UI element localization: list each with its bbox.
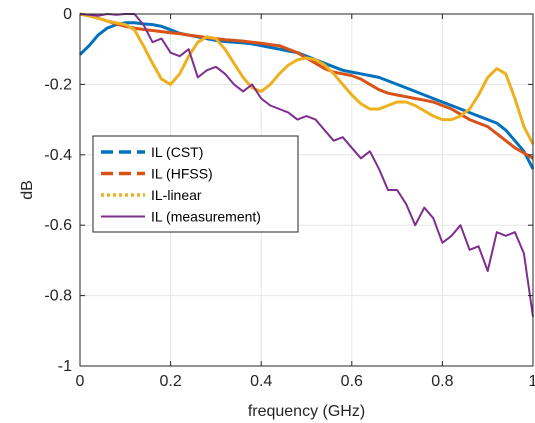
x-tick-label: 0.4 [250,373,272,390]
x-tick-label: 0.6 [341,373,363,390]
series-layer [78,12,535,317]
tick-labels: 0 0.2 0.4 0.6 0.8 1 0 -0.2 -0.4 -0.6 -0.8 -1 [44,6,535,390]
series-line-3 [79,13,534,317]
y-tick-label: -0.2 [44,76,72,93]
axes-box [79,13,534,367]
legend: IL (CST) IL (HFSS) IL-linear IL (measuremen… [92,135,299,233]
series-line-0 [78,21,535,170]
y-tick-label: 0 [63,6,72,23]
y-tick-label: -1 [58,358,72,375]
x-tick-label: 0.8 [431,373,453,390]
y-tick-label: -0.4 [44,147,72,164]
legend-entry-label: IL (CST) [151,144,203,160]
series-line-2 [79,12,535,145]
y-tick-label: -0.6 [44,217,72,234]
x-axis-label: frequency (GHz) [248,403,365,420]
ticks [79,13,534,367]
y-axis-label: dB [19,180,36,200]
legend-entry-label: IL (measurement) [151,209,261,225]
x-tick-label: 1 [529,373,535,390]
x-tick-label: 0.2 [159,373,181,390]
legend-entry-label: IL (HFSS) [151,166,213,182]
y-tick-label: -0.8 [44,288,72,305]
legend-entry-label: IL-linear [151,187,202,203]
x-tick-label: 0 [76,373,85,390]
